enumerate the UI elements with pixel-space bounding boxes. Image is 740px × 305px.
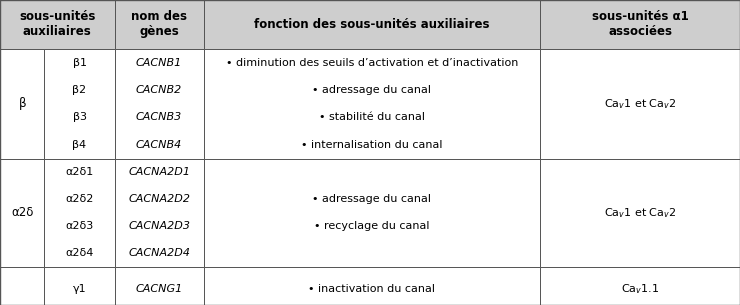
Bar bbox=[204, 0, 540, 49]
Bar bbox=[115, 0, 204, 49]
Text: CACNB4: CACNB4 bbox=[136, 140, 182, 150]
Text: • stabilité du canal: • stabilité du canal bbox=[319, 113, 425, 122]
Text: α2δ: α2δ bbox=[11, 206, 33, 219]
Bar bbox=[540, 159, 740, 267]
Bar bbox=[540, 49, 740, 159]
Text: • recyclage du canal: • recyclage du canal bbox=[314, 221, 430, 231]
Text: α2δ3: α2δ3 bbox=[65, 221, 94, 231]
Text: sous-unités
auxiliaires: sous-unités auxiliaires bbox=[19, 10, 95, 38]
Bar bbox=[115, 267, 204, 305]
Bar bbox=[204, 267, 540, 305]
Text: CACNA2D3: CACNA2D3 bbox=[128, 221, 190, 231]
Text: fonction des sous-unités auxiliaires: fonction des sous-unités auxiliaires bbox=[254, 18, 490, 31]
Text: • adressage du canal: • adressage du canal bbox=[312, 85, 431, 95]
Bar bbox=[204, 49, 540, 159]
Bar bbox=[540, 0, 740, 49]
Text: • adressage du canal: • adressage du canal bbox=[312, 194, 431, 204]
Bar bbox=[0, 49, 44, 159]
Bar bbox=[115, 49, 204, 159]
Text: • internalisation du canal: • internalisation du canal bbox=[301, 140, 443, 150]
Text: α2δ2: α2δ2 bbox=[65, 194, 94, 204]
Text: γ: γ bbox=[18, 304, 26, 305]
Text: Ca$_v$1 et Ca$_v$2: Ca$_v$1 et Ca$_v$2 bbox=[604, 97, 676, 111]
Bar bbox=[115, 159, 204, 267]
Text: CACNA2D1: CACNA2D1 bbox=[128, 167, 190, 177]
Text: CACNB2: CACNB2 bbox=[136, 85, 182, 95]
Text: CACNA2D4: CACNA2D4 bbox=[128, 248, 190, 258]
Bar bbox=[44, 267, 115, 305]
Bar bbox=[44, 159, 115, 267]
Text: γ1: γ1 bbox=[73, 284, 87, 294]
Text: CACNB3: CACNB3 bbox=[136, 113, 182, 122]
Bar bbox=[44, 49, 115, 159]
Bar bbox=[0, 267, 44, 305]
Text: α2δ1: α2δ1 bbox=[65, 167, 94, 177]
Text: Ca$_v$1 et Ca$_v$2: Ca$_v$1 et Ca$_v$2 bbox=[604, 206, 676, 220]
Text: • inactivation du canal: • inactivation du canal bbox=[309, 284, 435, 294]
Text: β: β bbox=[18, 97, 26, 110]
Bar bbox=[204, 159, 540, 267]
Text: α2δ4: α2δ4 bbox=[65, 248, 94, 258]
Text: CACNB1: CACNB1 bbox=[136, 58, 182, 67]
Text: CACNG1: CACNG1 bbox=[135, 284, 183, 294]
Bar bbox=[540, 267, 740, 305]
Text: nom des
gènes: nom des gènes bbox=[131, 10, 187, 38]
Bar bbox=[0, 159, 44, 267]
Bar bbox=[0, 0, 115, 49]
Text: β1: β1 bbox=[73, 58, 87, 67]
Text: • diminution des seuils d’activation et d’inactivation: • diminution des seuils d’activation et … bbox=[226, 58, 518, 67]
Text: β4: β4 bbox=[73, 140, 87, 150]
Text: sous-unités α1
associées: sous-unités α1 associées bbox=[592, 10, 688, 38]
Text: β2: β2 bbox=[73, 85, 87, 95]
Text: β3: β3 bbox=[73, 113, 87, 122]
Text: CACNA2D2: CACNA2D2 bbox=[128, 194, 190, 204]
Text: Ca$_v$1.1: Ca$_v$1.1 bbox=[621, 282, 659, 296]
